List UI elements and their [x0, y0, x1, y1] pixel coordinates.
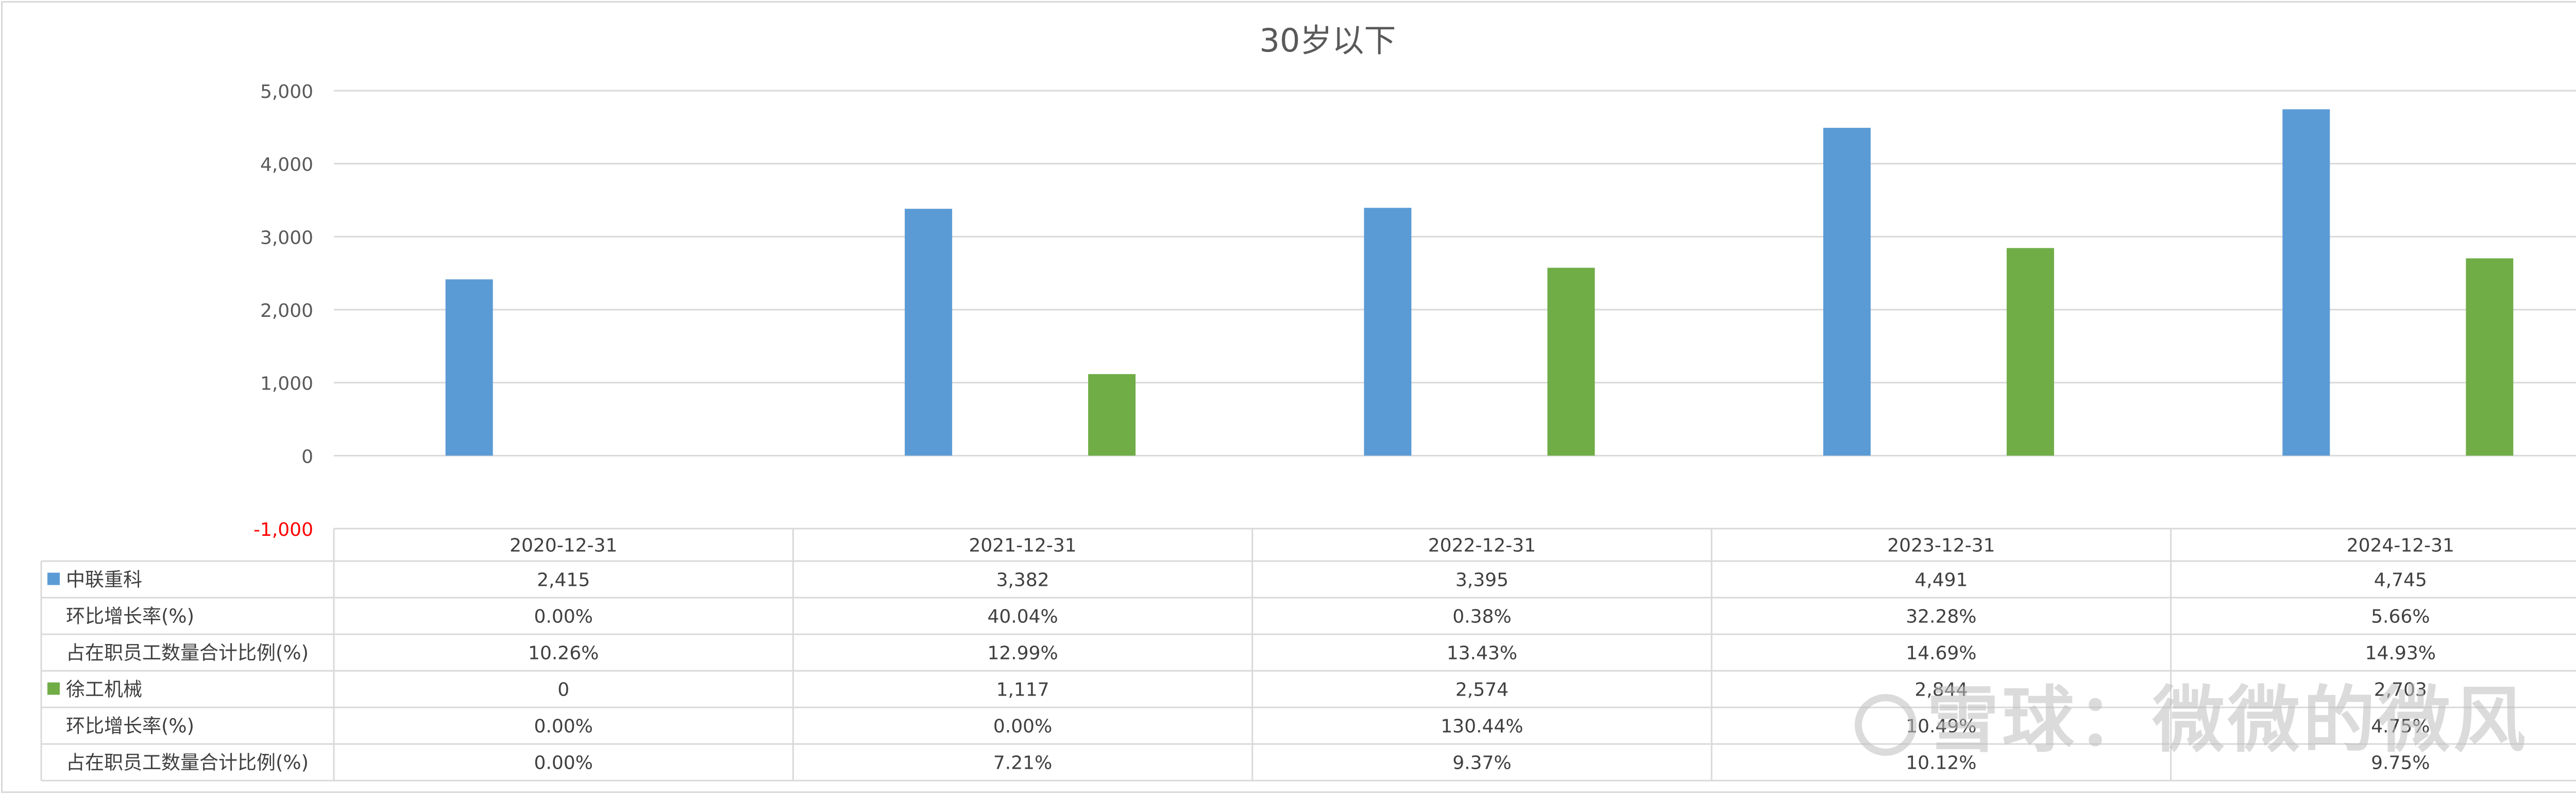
y-tick-label: 3,000	[260, 227, 313, 248]
bar-series2	[2006, 248, 2054, 456]
table-cell: 4.75%	[2371, 716, 2430, 737]
x-category-label: 2024-12-31	[2347, 535, 2454, 556]
table-cell: 3,382	[996, 570, 1049, 591]
table-cell: 40.04%	[987, 606, 1058, 628]
bar-series1	[2282, 109, 2330, 456]
y-tick-label: 0	[301, 446, 313, 467]
bar-series2	[2466, 258, 2514, 456]
table-cell: 0.00%	[534, 606, 593, 628]
x-category-label: 2022-12-31	[1428, 535, 1536, 556]
table-cell: 2,844	[1914, 680, 1968, 701]
legend-key	[47, 682, 60, 695]
legend-key	[47, 572, 60, 585]
x-category-label: 2021-12-31	[969, 535, 1076, 556]
y-tick-label: 5,000	[260, 81, 313, 103]
table-cell: 2,415	[537, 570, 590, 591]
bars	[445, 109, 2514, 456]
table-cell: 10.49%	[1906, 716, 1976, 737]
x-category-label: 2020-12-31	[510, 535, 617, 556]
chart-title: 30岁以下	[1259, 22, 1396, 59]
gridlines	[334, 90, 2576, 456]
table-row-label: 环比增长率(%)	[66, 715, 194, 737]
table-cell: 10.26%	[528, 643, 599, 664]
table-cell: 9.37%	[1452, 753, 1511, 774]
table-cell: 0.00%	[534, 716, 593, 737]
bar-series2	[1088, 374, 1136, 456]
table-cell: 0.00%	[993, 716, 1052, 737]
table-cell: 0	[557, 680, 569, 701]
table-cell: 2,703	[2374, 680, 2427, 701]
table-cell: 32.28%	[1906, 606, 1976, 628]
watermark-text: 雪球：微微的微风	[1927, 679, 2529, 763]
data-table: 2020-12-31 2021-12-31 2022-12-31 2023-12-31…	[40, 528, 2576, 782]
y-tick-label: 1,000	[260, 374, 313, 395]
bar-series1	[445, 279, 493, 456]
table-cell: 13.43%	[1447, 643, 1517, 664]
y-tick-label: 2,000	[260, 300, 313, 322]
y-tick-label: -1,000	[253, 519, 313, 540]
bar-series1	[905, 209, 953, 456]
table-cell: 0.00%	[534, 753, 593, 774]
snowball-logo-icon	[1855, 694, 1917, 756]
table-row-label: 占在职员工数量合计比例(%)	[66, 752, 309, 774]
table-cell: 0.38%	[1452, 606, 1511, 628]
table-row-label: 占在职员工数量合计比例(%)	[66, 642, 309, 664]
table-cell: 7.21%	[993, 753, 1052, 774]
table-row-label: 环比增长率(%)	[66, 605, 194, 628]
table-row-label: 徐工机械	[66, 679, 142, 701]
bar-series1	[1364, 208, 1412, 456]
table-cell: 130.44%	[1440, 716, 1523, 737]
table-cell: 4,745	[2374, 570, 2427, 591]
table-cell: 4,491	[1914, 570, 1968, 591]
table-row-label: 中联重科	[66, 569, 142, 591]
y-tick-label: 4,000	[260, 155, 313, 176]
table-cell: 14.69%	[1906, 643, 1976, 664]
table-cell: 10.12%	[1906, 753, 1976, 774]
bar-series1	[1823, 128, 1871, 456]
x-category-label: 2023-12-31	[1887, 535, 1995, 556]
watermark: 雪球：微微的微风	[1855, 662, 2529, 766]
table-cell: 3,395	[1455, 570, 1509, 591]
table-cell: 2,574	[1455, 680, 1509, 701]
bar-series2	[1547, 267, 1595, 456]
table-cell: 9.75%	[2371, 753, 2430, 774]
table-cell: 1,117	[996, 680, 1049, 701]
table-cell: 12.99%	[987, 643, 1058, 664]
table-cell: 5.66%	[2371, 606, 2430, 628]
y-axis-ticks: -1,000 0 1,000 2,000 3,000 4,000 5,000	[253, 81, 313, 540]
table-cell: 14.93%	[2365, 643, 2436, 664]
